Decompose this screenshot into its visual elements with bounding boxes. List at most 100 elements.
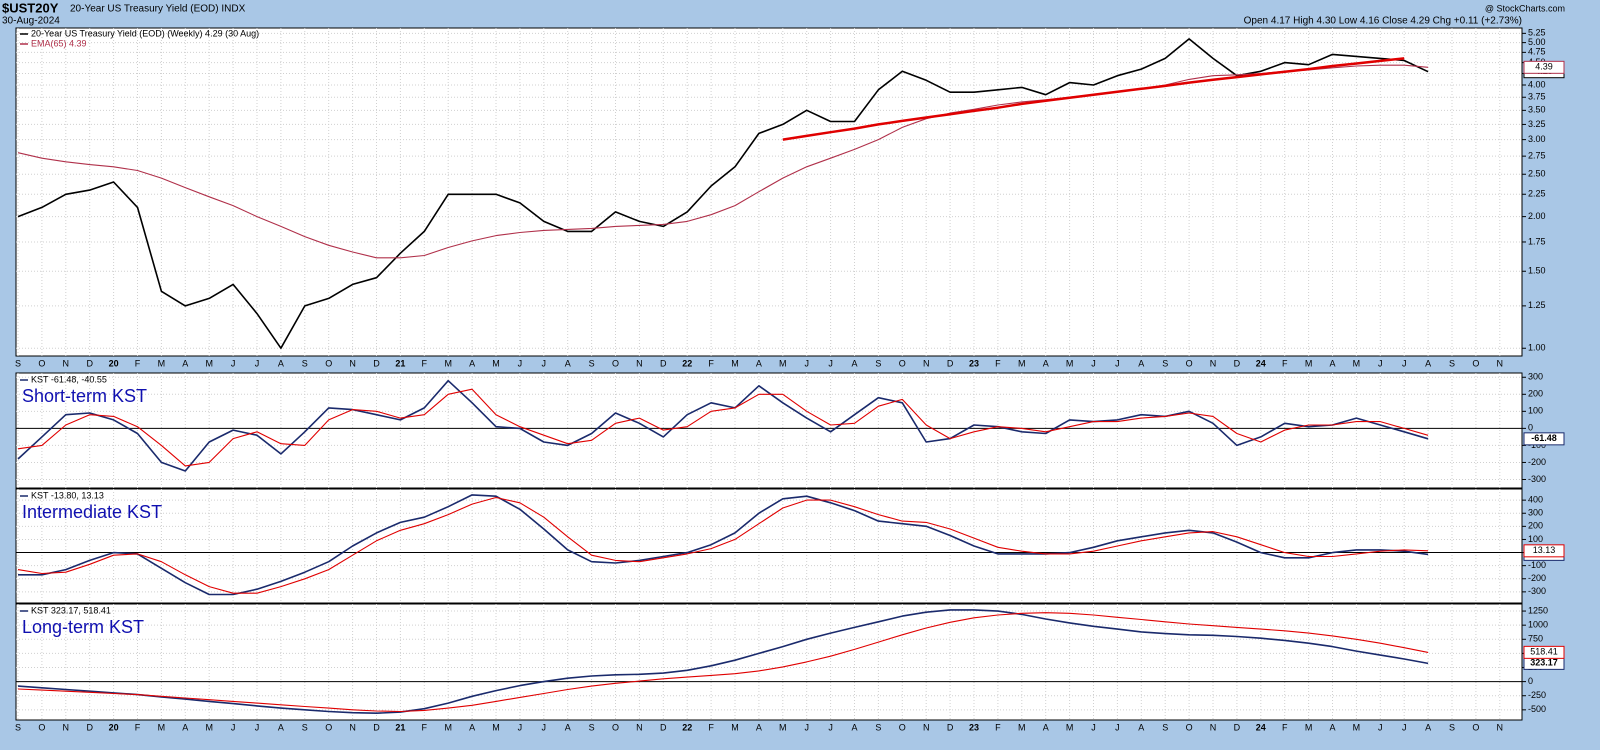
- x-tick-label: S: [302, 358, 308, 368]
- x-tick-label: J: [542, 358, 547, 368]
- y-tick-label: 3.25: [1528, 119, 1546, 129]
- x-tick-label: M: [444, 722, 452, 732]
- x-tick-label: N: [1497, 722, 1504, 732]
- x-tick-label: S: [875, 722, 881, 732]
- x-tick-label: D: [373, 722, 380, 732]
- x-tick-label: N: [63, 722, 70, 732]
- x-tick-label: M: [779, 722, 787, 732]
- x-tick-label: O: [612, 722, 619, 732]
- date: 30-Aug-2024: [2, 16, 60, 27]
- legend-label: EMA(65) 4.39: [31, 38, 87, 48]
- panel: [15, 603, 1523, 721]
- x-tick-label: J: [1091, 358, 1096, 368]
- x-tick-label: J: [828, 358, 833, 368]
- x-tick-label: J: [1378, 722, 1383, 732]
- y-tick-label: 2.50: [1528, 169, 1546, 179]
- x-tick-label: A: [278, 722, 284, 732]
- x-tick-label: S: [15, 722, 21, 732]
- x-tick-label: F: [1282, 722, 1288, 732]
- x-tick-label: M: [158, 358, 166, 368]
- x-tick-label: A: [1138, 358, 1144, 368]
- x-tick-label: N: [923, 722, 930, 732]
- series-line: [17, 388, 1429, 467]
- y-tick-label: -200: [1528, 573, 1546, 583]
- x-tick-label: N: [923, 358, 930, 368]
- end-label: 4.39: [1535, 62, 1553, 72]
- x-tick-label: J: [542, 722, 547, 732]
- x-tick-label: A: [565, 722, 571, 732]
- y-tick-label: 200: [1528, 521, 1543, 531]
- x-tick-label: A: [182, 358, 188, 368]
- x-tick-label: J: [1091, 722, 1096, 732]
- x-tick-label: A: [182, 722, 188, 732]
- legend-label: KST -61.48, -40.55: [31, 374, 107, 384]
- series-line: [17, 496, 1429, 594]
- y-tick-label: 3.50: [1528, 105, 1546, 115]
- end-tag: [1523, 432, 1565, 446]
- x-tick-label: S: [589, 722, 595, 732]
- x-tick-label: D: [86, 722, 93, 732]
- x-tick-label: O: [1186, 358, 1193, 368]
- panel-title: Short-term KST: [22, 386, 147, 406]
- y-tick-label: 2.00: [1528, 211, 1546, 221]
- legend-label: KST -13.80, 13.13: [31, 490, 104, 500]
- x-tick-label: F: [995, 722, 1001, 732]
- x-tick-label: A: [1425, 722, 1431, 732]
- x-tick-label: J: [828, 722, 833, 732]
- x-tick-label: 20: [109, 358, 119, 368]
- x-tick-label: O: [1472, 722, 1479, 732]
- x-tick-label: J: [1115, 358, 1120, 368]
- y-tick-label: 1.75: [1528, 236, 1546, 246]
- x-tick-label: O: [325, 722, 332, 732]
- end-tag: [1523, 645, 1565, 659]
- panel-title: Intermediate KST: [22, 502, 162, 522]
- x-tick-label: M: [492, 358, 500, 368]
- x-tick-label: S: [1162, 358, 1168, 368]
- x-tick-label: J: [1402, 722, 1407, 732]
- y-tick-label: 0: [1528, 676, 1533, 686]
- x-tick-label: 23: [969, 358, 979, 368]
- x-tick-label: 21: [395, 722, 405, 732]
- x-tick-label: D: [660, 358, 667, 368]
- x-tick-label: M: [731, 358, 739, 368]
- x-tick-label: S: [1162, 722, 1168, 732]
- x-tick-label: F: [1282, 358, 1288, 368]
- x-tick-label: M: [779, 358, 787, 368]
- x-tick-label: N: [1210, 722, 1217, 732]
- y-tick-label: 2.25: [1528, 189, 1546, 199]
- x-tick-label: J: [255, 358, 260, 368]
- x-tick-label: F: [995, 358, 1001, 368]
- x-tick-label: S: [875, 358, 881, 368]
- x-tick-label: J: [1402, 358, 1407, 368]
- x-tick-label: M: [1018, 722, 1026, 732]
- x-tick-label: M: [1305, 722, 1313, 732]
- x-tick-label: F: [708, 722, 714, 732]
- x-tick-label: 24: [1256, 358, 1266, 368]
- y-tick-label: 300: [1528, 372, 1543, 382]
- series-line: [17, 609, 1429, 714]
- x-tick-label: A: [1425, 358, 1431, 368]
- x-tick-label: M: [1018, 358, 1026, 368]
- x-tick-label: S: [1449, 722, 1455, 732]
- x-tick-label: O: [612, 358, 619, 368]
- y-tick-label: 5.00: [1528, 37, 1546, 47]
- series-line: [17, 612, 1429, 713]
- x-tick-label: A: [565, 358, 571, 368]
- y-tick-label: 1000: [1528, 620, 1548, 630]
- x-tick-label: A: [278, 358, 284, 368]
- x-tick-label: J: [1115, 722, 1120, 732]
- x-tick-label: F: [422, 722, 428, 732]
- x-tick-label: O: [899, 358, 906, 368]
- x-tick-label: A: [756, 722, 762, 732]
- x-tick-label: A: [469, 722, 475, 732]
- x-tick-label: A: [851, 722, 857, 732]
- x-tick-label: D: [947, 722, 954, 732]
- y-tick-label: -200: [1528, 457, 1546, 467]
- x-tick-label: J: [804, 358, 809, 368]
- x-tick-label: N: [349, 358, 356, 368]
- y-tick-label: 1.25: [1528, 300, 1546, 310]
- x-tick-label: J: [1378, 358, 1383, 368]
- end-label: 13.13: [1533, 545, 1556, 555]
- end-tag: [1523, 544, 1565, 558]
- y-tick-label: 400: [1528, 495, 1543, 505]
